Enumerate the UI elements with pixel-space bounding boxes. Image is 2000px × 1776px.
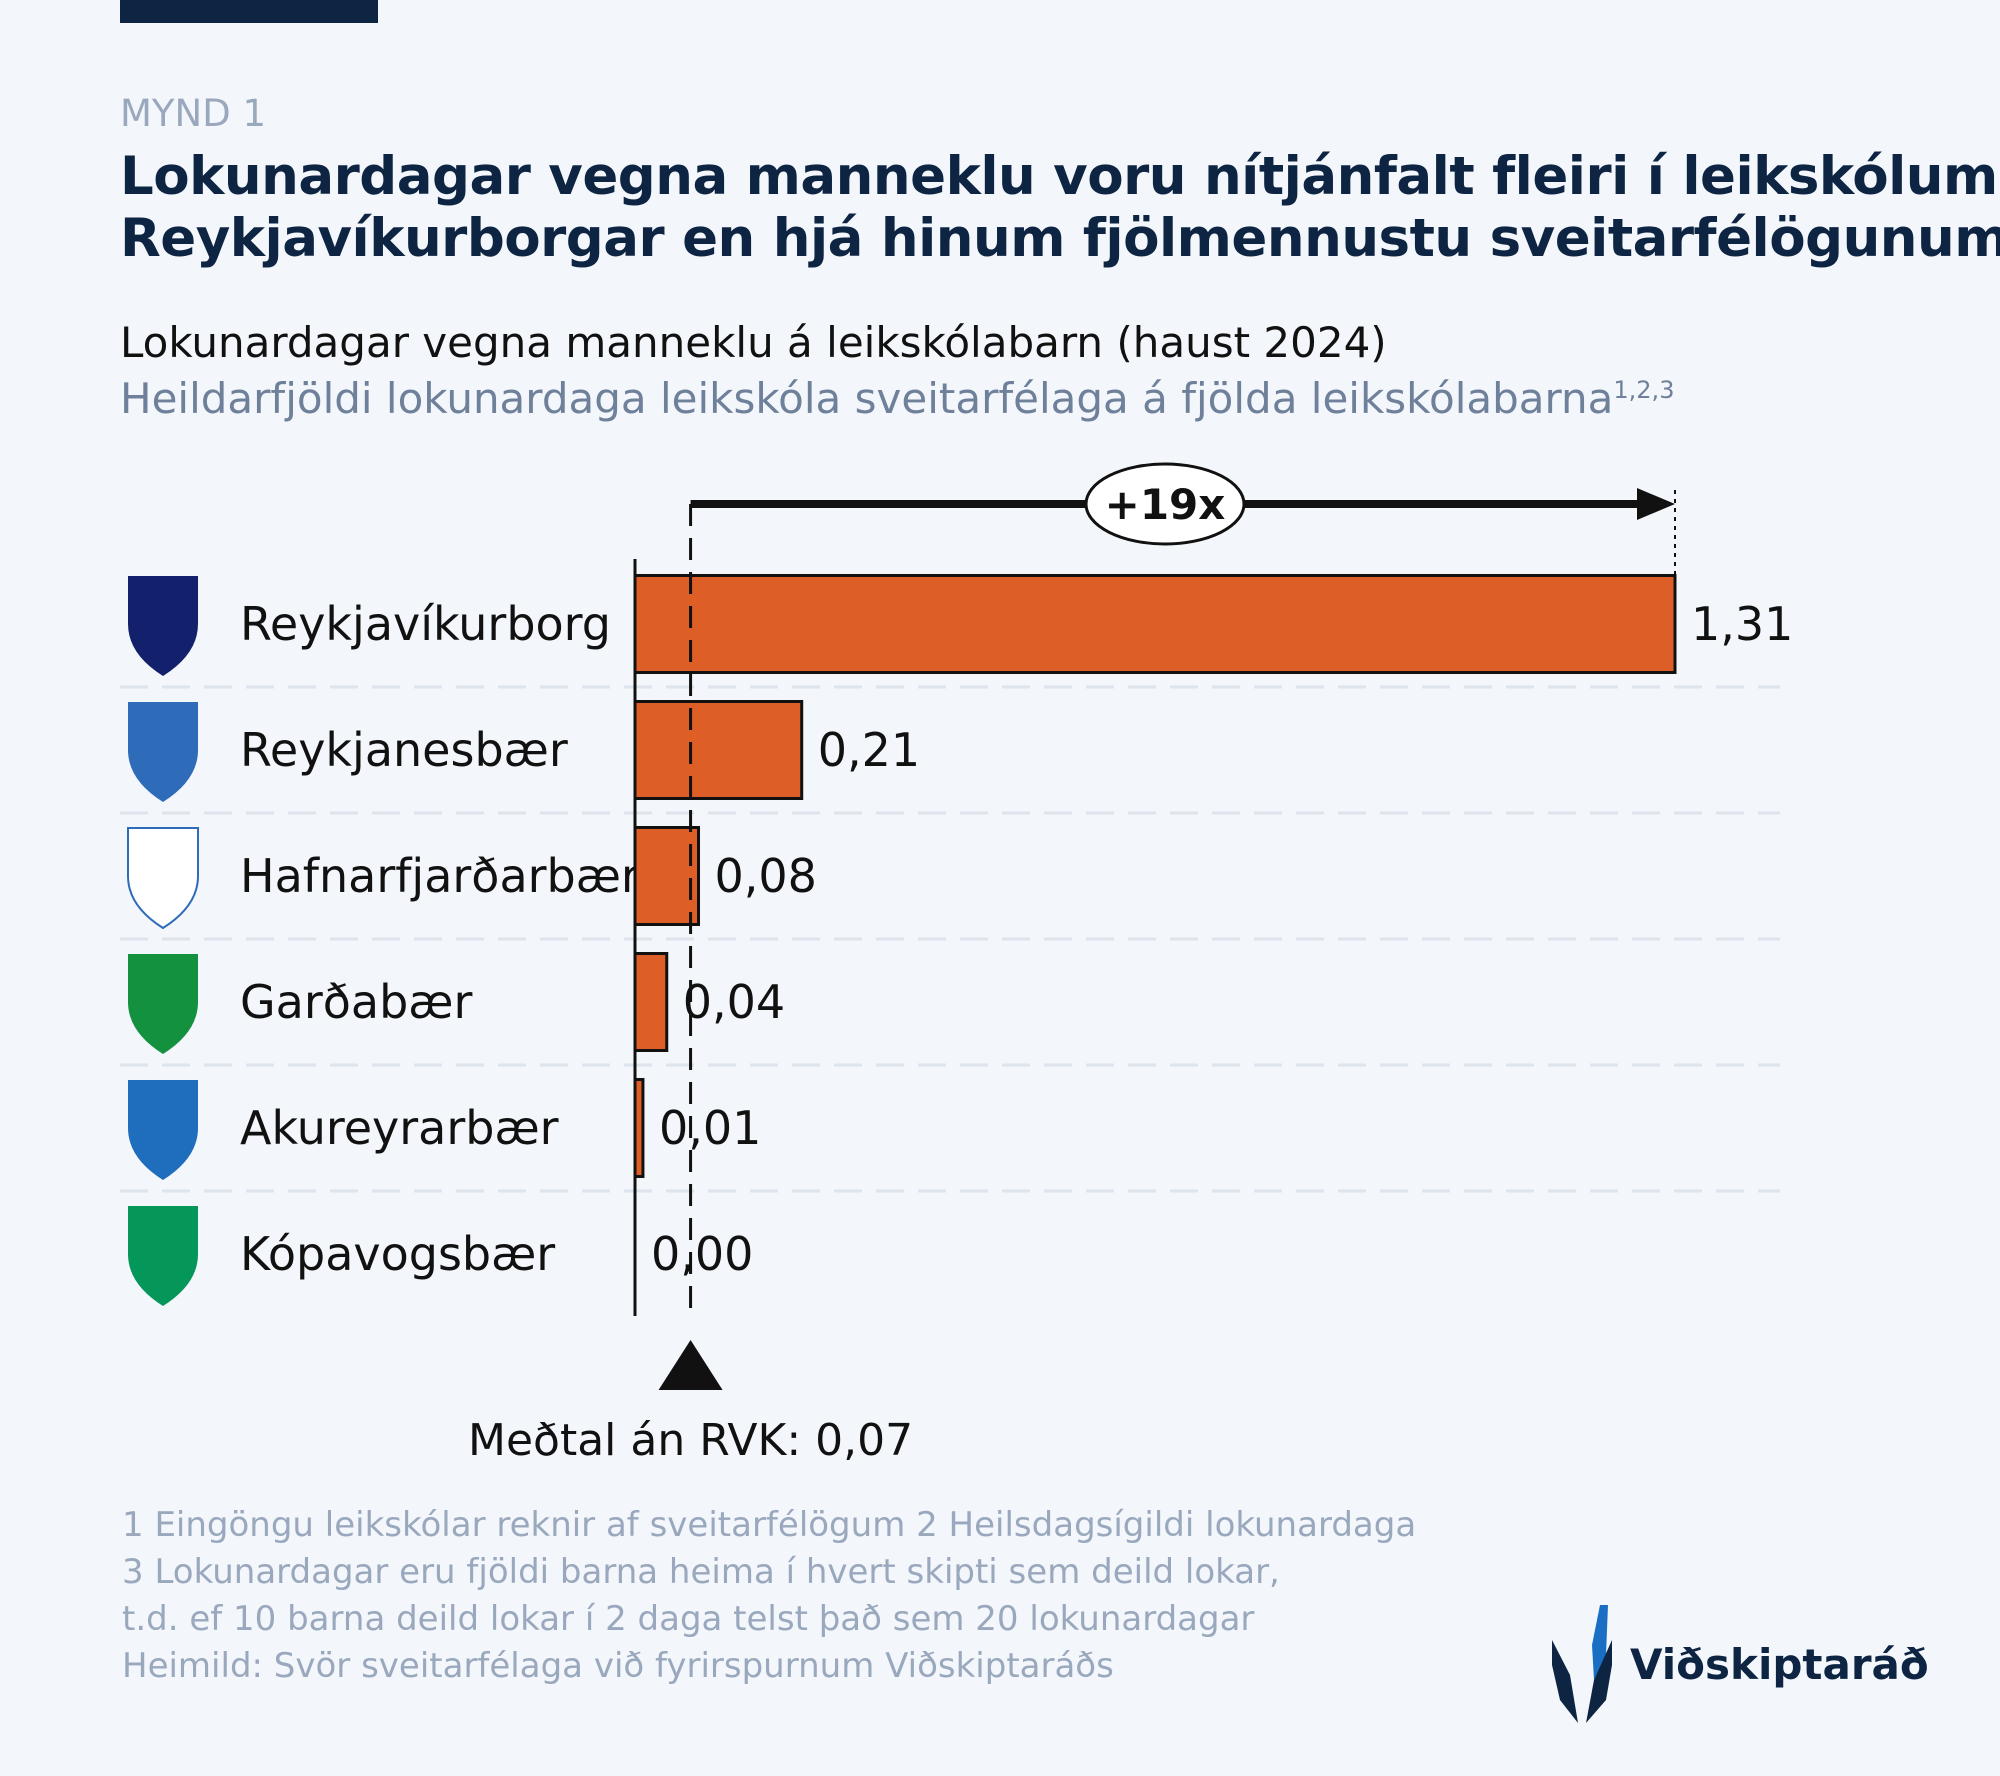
category-label: Garðabær (240, 975, 472, 1029)
value-label: 0,01 (659, 1101, 761, 1155)
coat-of-arms-shield (128, 1206, 198, 1306)
coat-of-arms-shield (128, 702, 198, 802)
figure-label: MYND 1 (120, 92, 266, 135)
category-label: Reykjanesbær (240, 723, 568, 777)
footnote-1: 1 Eingöngu leikskólar reknir af sveitarf… (122, 1505, 1417, 1545)
title-line-2: Reykjavíkurborgar en hjá hinum fjölmennu… (120, 208, 2000, 269)
annotation-bubble (1084, 462, 1246, 546)
akureyri-coat-of-arms-icon (128, 1080, 198, 1180)
kopavogur-coat-of-arms-icon (128, 1206, 198, 1306)
coat-of-arms-shield (128, 1080, 198, 1180)
arrowhead (1637, 488, 1675, 520)
category-label: Reykjavíkurborg (240, 597, 611, 651)
bar (633, 574, 1677, 674)
coat-of-arms-shield (127, 827, 199, 930)
vidskiptarad-logo-icon (1552, 1605, 1612, 1723)
gardabaer-coat-of-arms-icon (128, 954, 198, 1054)
title-line-1: Lokunardagar vegna manneklu voru nítjánf… (120, 146, 1998, 207)
subtitle: Lokunardagar vegna manneklu á leikskólab… (120, 318, 1387, 367)
annotation-label: +19x (1105, 480, 1226, 529)
value-label: 0,21 (818, 723, 920, 777)
bar (633, 700, 804, 800)
value-label: 0,08 (715, 849, 817, 903)
subtitle-2-text: Heildarfjöldi lokunardaga leikskóla svei… (120, 374, 1614, 423)
coat-of-arms-shield (128, 954, 198, 1054)
footnote-3: t.d. ef 10 barna deild lokar í 2 daga te… (122, 1599, 1255, 1639)
category-label: Kópavogsbær (240, 1227, 555, 1281)
hafnarfjordur-coat-of-arms-icon (127, 827, 199, 930)
top-accent-bar (120, 0, 378, 23)
category-label: Akureyrarbær (240, 1101, 559, 1155)
value-label: 0,04 (683, 975, 785, 1029)
bar-chart: Reykjavíkurborg 1,31 Reykjanesbær 0,21 Hafna… (120, 462, 1793, 1466)
footnote-2: 3 Lokunardagar eru fjöldi barna heima í … (122, 1552, 1280, 1592)
brand-name: Viðskiptaráð (1630, 1640, 1929, 1689)
coat-of-arms-shield (128, 576, 198, 676)
bar (633, 826, 701, 926)
reykjanesbaer-coat-of-arms-icon (128, 702, 198, 802)
footnote-refs: 1,2,3 (1613, 376, 1675, 404)
source-note: Heimild: Svör sveitarfélaga við fyrirspu… (122, 1646, 1114, 1686)
subtitle-2: Heildarfjöldi lokunardaga leikskóla svei… (120, 374, 1674, 423)
bar (633, 952, 669, 1052)
value-label: 0,00 (651, 1227, 753, 1281)
category-label: Hafnarfjarðarbær (240, 849, 640, 903)
reykjavik-coat-of-arms-icon (128, 576, 198, 676)
average-marker-triangle (658, 1340, 723, 1390)
average-label: Meðtal án RVK: 0,07 (468, 1415, 913, 1466)
value-label: 1,31 (1691, 597, 1793, 651)
